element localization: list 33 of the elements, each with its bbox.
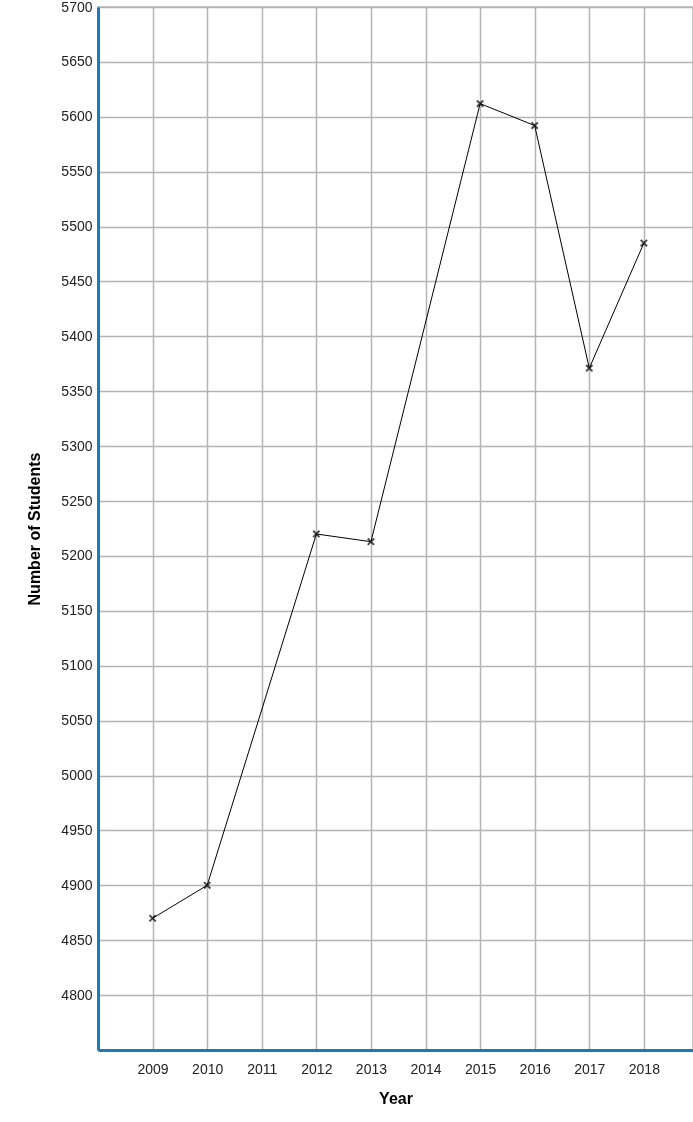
x-tick-label: 2014 <box>410 1060 442 1077</box>
x-tick-label: 2010 <box>192 1060 224 1077</box>
x-tick-label: 2009 <box>137 1060 169 1077</box>
y-tick-label: 5250 <box>61 492 93 509</box>
y-axis-title: Number of Students <box>26 452 44 606</box>
y-tick-label: 5600 <box>61 108 93 125</box>
y-tick-label: 5400 <box>61 327 93 344</box>
y-tick-label: 5700 <box>61 0 93 15</box>
x-tick-label: 2017 <box>574 1060 606 1077</box>
y-tick-label: 5450 <box>61 272 93 289</box>
x-tick-label: 2012 <box>301 1060 333 1077</box>
y-tick-label: 5150 <box>61 602 93 619</box>
x-tick-label: 2016 <box>519 1060 551 1077</box>
x-tick-label: 2015 <box>465 1060 497 1077</box>
y-tick-label: 5500 <box>61 218 93 235</box>
point <box>639 238 649 248</box>
y-tick-label: 5100 <box>61 657 93 674</box>
y-tick-label: 5050 <box>61 712 93 729</box>
x-tick-label: 2018 <box>628 1060 661 1077</box>
y-tick-label: 4900 <box>61 876 93 893</box>
x-tick-label: 2013 <box>355 1060 388 1077</box>
y-tick-label: 4950 <box>61 821 93 838</box>
point <box>530 121 539 130</box>
y-tick-label: 5550 <box>61 163 93 180</box>
y-tick-label: 5650 <box>61 53 93 70</box>
y-tick-label: 4800 <box>61 986 93 1003</box>
y-tick-label: 5300 <box>61 437 93 454</box>
y-tick-label: 5000 <box>61 767 93 784</box>
y-tick-label: 5200 <box>61 547 93 564</box>
x-axis-title: Year <box>379 1089 413 1107</box>
x-tick-label: 2011 <box>247 1060 278 1077</box>
y-tick-label: 4850 <box>61 931 93 948</box>
y-tick-label: 5350 <box>61 382 93 399</box>
